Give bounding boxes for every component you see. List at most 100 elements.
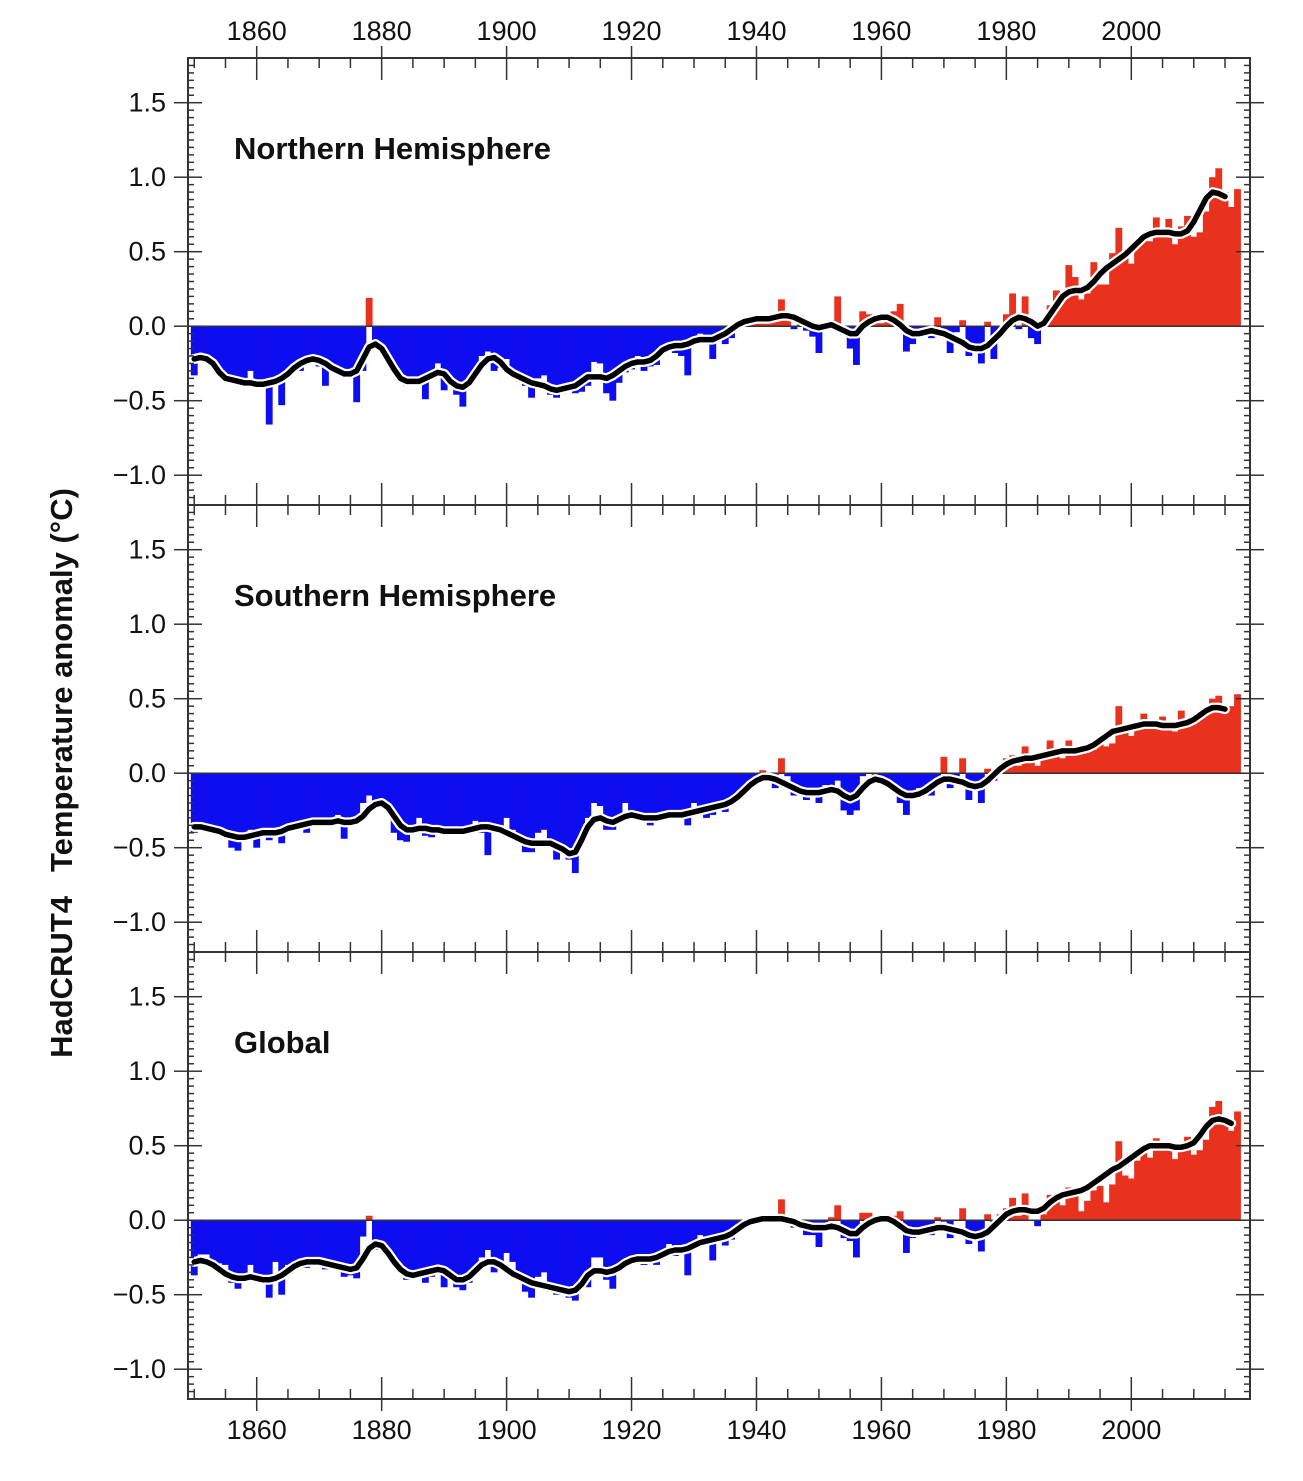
top-x-axis: 1860 1880 1900 1920 1940 1960 1980 2000: [227, 16, 1161, 58]
bar-1900: [503, 1220, 511, 1253]
bar-2015: [1221, 706, 1229, 774]
bar-2001: [1134, 244, 1141, 327]
bar-1903: [521, 773, 529, 853]
bar-2003: [1146, 1157, 1154, 1221]
y-tick-label: −1.0: [113, 907, 166, 937]
bar-1991: [1071, 1190, 1079, 1221]
x-tick-label-bottom: 1940: [726, 1415, 786, 1445]
bar-1882: [390, 773, 398, 833]
bar-1893: [459, 773, 467, 835]
bar-1993: [1084, 293, 1091, 327]
x-tick-label-top: 1940: [726, 16, 786, 46]
bar-1916: [603, 1220, 610, 1280]
bar-1899: [496, 1220, 504, 1262]
bar-1923: [646, 326, 654, 367]
bar-1886: [415, 1220, 423, 1274]
bar-1858: [240, 773, 248, 836]
bar-1861: [259, 773, 267, 833]
bar-1925: [659, 1220, 667, 1256]
bar-1922: [640, 1220, 648, 1265]
bar-1896: [478, 326, 486, 356]
bar-1907: [546, 326, 554, 395]
bar-1864: [278, 326, 286, 406]
panel-title: Southern Hemisphere: [234, 578, 556, 613]
bar-1921: [634, 326, 642, 356]
bar-1851: [197, 326, 204, 359]
bar-1883: [396, 326, 404, 382]
bar-1946: [790, 326, 798, 330]
panel-title: Northern Hemisphere: [234, 131, 551, 166]
bar-1926: [665, 1220, 673, 1245]
bar-1921: [634, 1220, 642, 1256]
bar-2002: [1140, 1153, 1148, 1221]
bar-1996: [1102, 1202, 1110, 1221]
bar-1932: [703, 773, 710, 818]
bar-1884: [403, 1220, 411, 1280]
bar-2009: [1184, 725, 1191, 774]
bar-1890: [440, 773, 448, 833]
bar-1948: [803, 773, 810, 801]
bar-1963: [896, 1211, 904, 1221]
bar-2010: [1190, 236, 1198, 327]
bar-1862: [265, 326, 273, 425]
bar-1919: [621, 773, 629, 803]
bar-1924: [653, 1220, 660, 1265]
bar-1861: [259, 326, 267, 386]
bar-1999: [1121, 1175, 1129, 1221]
bar-1888: [428, 773, 436, 838]
bar-1878: [365, 297, 373, 327]
bar-1909: [559, 773, 567, 848]
bar-1957: [859, 311, 867, 327]
y-tick-label: 1.0: [128, 1056, 166, 1086]
bar-2008: [1177, 226, 1185, 327]
bar-1991: [1071, 755, 1079, 774]
bar-1990: [1065, 740, 1073, 774]
bar-1852: [203, 326, 211, 356]
bar-1887: [421, 1220, 429, 1283]
x-tick-label-bottom: 1920: [602, 1415, 662, 1445]
bar-1952: [828, 1217, 835, 1221]
bar-1953: [834, 773, 842, 781]
bar-1933: [709, 773, 717, 815]
bar-2000: [1127, 1178, 1135, 1221]
bar-1964: [902, 1220, 910, 1253]
bar-1905: [534, 773, 542, 833]
bar-1927: [671, 773, 679, 818]
bar-1875: [347, 773, 354, 826]
bar-1883: [396, 773, 404, 841]
panel-2: 1.5 1.0 0.5 0.0 −0.5 −1.0 Southern Hemisphere: [113, 504, 1264, 953]
bar-1859: [247, 1220, 254, 1265]
bar-1885: [409, 1220, 417, 1277]
bar-1900: [503, 773, 511, 818]
bar-1934: [715, 773, 723, 806]
bar-1900: [503, 326, 511, 359]
bar-1949: [809, 326, 817, 337]
bar-1859: [247, 326, 254, 371]
bar-1905: [534, 326, 542, 379]
bar-1931: [696, 326, 704, 334]
x-tick-label-bottom: 1860: [227, 1415, 287, 1445]
bar-1914: [590, 1220, 598, 1258]
bar-1872: [328, 1220, 336, 1262]
bar-1989: [1059, 758, 1067, 774]
bar-1994: [1090, 749, 1098, 774]
bar-2004: [1152, 1138, 1160, 1221]
bar-1862: [265, 773, 273, 841]
bar-1879: [371, 326, 379, 345]
bar-1920: [628, 326, 635, 370]
bar-1907: [546, 1220, 554, 1292]
y-tick-label: 1.0: [128, 162, 166, 192]
bar-2012: [1202, 713, 1210, 774]
bar-1871: [322, 1220, 329, 1270]
bar-1908: [553, 326, 560, 398]
bar-1878: [365, 773, 373, 796]
smoothed-line: [191, 189, 1228, 394]
bar-2014: [1215, 1101, 1223, 1221]
bar-1868: [303, 773, 311, 833]
bar-1918: [615, 326, 623, 383]
bar-1895: [471, 326, 479, 379]
bar-1930: [690, 773, 698, 803]
bar-2014: [1215, 168, 1223, 327]
y-tick-label: −1.0: [113, 1354, 166, 1384]
bar-1889: [434, 773, 442, 826]
